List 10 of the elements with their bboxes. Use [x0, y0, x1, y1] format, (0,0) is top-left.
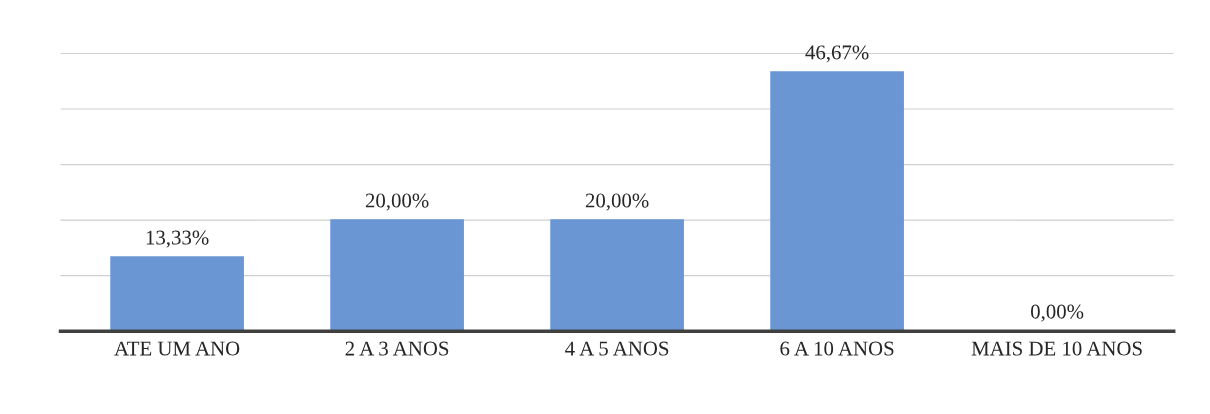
- x-tick-label: 6 A 10 ANOS: [780, 341, 894, 356]
- x-tick-label: ATE UM ANO: [114, 341, 240, 356]
- x-tick-label: 4 A 5 ANOS: [565, 341, 669, 356]
- x-tick-label: 2 A 3 ANOS: [345, 341, 449, 356]
- data-label: 0,00%: [1030, 304, 1084, 322]
- data-label: 20,00%: [365, 193, 429, 211]
- data-label: 13,33%: [146, 230, 209, 248]
- data-label: 46,67%: [805, 45, 869, 63]
- data-label: 20,00%: [585, 193, 649, 211]
- x-tick-label: MAIS DE 10 ANOS: [971, 341, 1142, 356]
